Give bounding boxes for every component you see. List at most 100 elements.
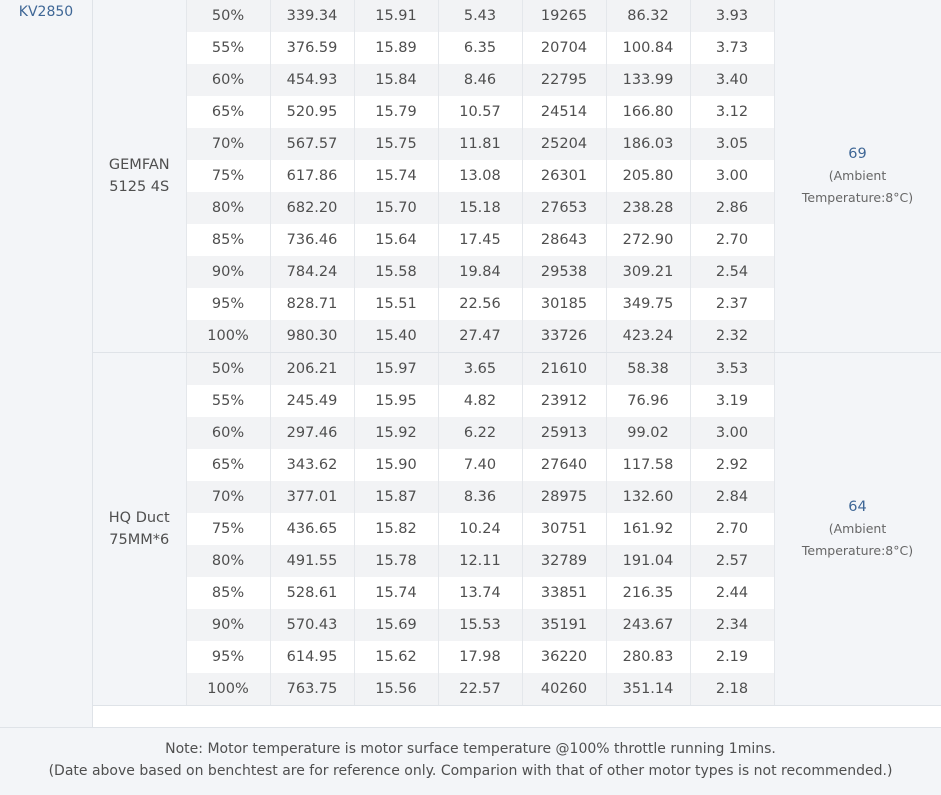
table-row: 55% 376.59 15.89 6.35 20704 100.84 3.73 <box>93 32 941 64</box>
table-cell: 980.30 <box>270 320 355 353</box>
table-cell: 349.75 <box>606 288 691 320</box>
table-cell: 8.36 <box>438 481 523 513</box>
table-cell: 65% <box>186 96 271 128</box>
table-cell: 3.40 <box>690 64 775 96</box>
table-row: HQ Duct 75MM*6 50% 206.21 15.97 3.65 21610 58.3… <box>93 352 941 706</box>
table-row: 65% 520.95 15.79 10.57 24514 166.80 3.12 <box>93 96 941 128</box>
table-cell: 6.35 <box>438 32 523 64</box>
table-cell: 784.24 <box>270 256 355 288</box>
table-cell: 3.65 <box>438 352 523 385</box>
table-cell: 99.02 <box>606 417 691 449</box>
table-cell: 280.83 <box>606 641 691 673</box>
table-cell: 2.18 <box>690 673 775 706</box>
propeller-cell: GEMFAN 5125 4S <box>93 0 187 353</box>
propeller-size: 75MM*6 <box>109 532 170 548</box>
table-cell: 15.92 <box>354 417 439 449</box>
ambient-temperature: Temperature:8°C) <box>801 543 914 558</box>
table-cell: 36220 <box>522 641 607 673</box>
table-cell: 13.74 <box>438 577 523 609</box>
table-cell: 2.37 <box>690 288 775 320</box>
table-cell: 15.84 <box>354 64 439 96</box>
table-cell: 95% <box>186 288 271 320</box>
table-cell: 436.65 <box>270 513 355 545</box>
table-cell: 30185 <box>522 288 607 320</box>
table-cell: 828.71 <box>270 288 355 320</box>
table-cell: 13.08 <box>438 160 523 192</box>
propeller-name: HQ Duct <box>108 510 170 526</box>
table-cell: 75% <box>186 513 271 545</box>
table-cell: 70% <box>186 128 271 160</box>
table-cell: 423.24 <box>606 320 691 353</box>
table-cell: 10.24 <box>438 513 523 545</box>
table-cell: 15.18 <box>438 192 523 224</box>
table-cell: 90% <box>186 256 271 288</box>
ambient-temperature: Temperature:8°C) <box>801 190 914 205</box>
table-cell: 24514 <box>522 96 607 128</box>
table-cell: 65% <box>186 449 271 481</box>
table-cell: 2.70 <box>690 513 775 545</box>
table-cell: 272.90 <box>606 224 691 256</box>
table-cell: 23912 <box>522 385 607 417</box>
table-cell: 2.19 <box>690 641 775 673</box>
ambient-label: (Ambient <box>828 168 887 183</box>
table-cell: 216.35 <box>606 577 691 609</box>
table-cell: 491.55 <box>270 545 355 577</box>
table-cell: 132.60 <box>606 481 691 513</box>
table-row: 90% 784.24 15.58 19.84 29538 309.21 2.54 <box>93 256 941 288</box>
propeller-name: GEMFAN <box>108 157 170 173</box>
table-cell: 297.46 <box>270 417 355 449</box>
temperature-cell: 64 (Ambient Temperature:8°C) <box>774 352 941 706</box>
table-row: 70% 377.01 15.87 8.36 28975 132.60 2.84 <box>93 481 941 513</box>
table-cell: 3.53 <box>690 352 775 385</box>
table-cell: 80% <box>186 545 271 577</box>
table-cell: 15.95 <box>354 385 439 417</box>
footnote-line-2: (Date above based on benchtest are for r… <box>48 763 893 779</box>
table-row: 60% 297.46 15.92 6.22 25913 99.02 3.00 <box>93 417 941 449</box>
table-cell: 3.19 <box>690 385 775 417</box>
table-cell: 8.46 <box>438 64 523 96</box>
table-cell: 186.03 <box>606 128 691 160</box>
footnote: Note: Motor temperature is motor surface… <box>0 727 941 795</box>
table-cell: 15.87 <box>354 481 439 513</box>
table-cell: 205.80 <box>606 160 691 192</box>
table-cell: 2.70 <box>690 224 775 256</box>
table-cell: 339.34 <box>270 0 355 32</box>
table-cell: 30751 <box>522 513 607 545</box>
benchtest-table: GEMFAN 5125 4S 50% 339.34 15.91 5.43 19265 86.3… <box>93 0 941 706</box>
table-cell: 4.82 <box>438 385 523 417</box>
table-cell: 133.99 <box>606 64 691 96</box>
table-row: 60% 454.93 15.84 8.46 22795 133.99 3.40 <box>93 64 941 96</box>
motor-kv-column: KV2850 <box>0 0 93 727</box>
table-cell: 238.28 <box>606 192 691 224</box>
table-cell: 20704 <box>522 32 607 64</box>
table-row: GEMFAN 5125 4S 50% 339.34 15.91 5.43 19265 86.3… <box>93 0 941 353</box>
table-cell: 22.57 <box>438 673 523 706</box>
table-cell: 520.95 <box>270 96 355 128</box>
table-cell: 75% <box>186 160 271 192</box>
table-cell: 5.43 <box>438 0 523 32</box>
table-cell: 528.61 <box>270 577 355 609</box>
table-cell: 377.01 <box>270 481 355 513</box>
table-cell: 309.21 <box>606 256 691 288</box>
ambient-label: (Ambient <box>828 521 887 536</box>
table-cell: 3.05 <box>690 128 775 160</box>
table-cell: 2.86 <box>690 192 775 224</box>
table-cell: 736.46 <box>270 224 355 256</box>
table-cell: 60% <box>186 417 271 449</box>
table-row: 70% 567.57 15.75 11.81 25204 186.03 3.05 <box>93 128 941 160</box>
table-cell: 15.53 <box>438 609 523 641</box>
table-cell: 27640 <box>522 449 607 481</box>
temperature-cell: 69 (Ambient Temperature:8°C) <box>774 0 941 353</box>
table-cell: 191.04 <box>606 545 691 577</box>
table-row: 95% 614.95 15.62 17.98 36220 280.83 2.19 <box>93 641 941 673</box>
table-row: 80% 682.20 15.70 15.18 27653 238.28 2.86 <box>93 192 941 224</box>
table-cell: 85% <box>186 224 271 256</box>
table-cell: 29538 <box>522 256 607 288</box>
table-cell: 117.58 <box>606 449 691 481</box>
table-row: 75% 436.65 15.82 10.24 30751 161.92 2.70 <box>93 513 941 545</box>
table-cell: 40260 <box>522 673 607 706</box>
table-row: 100% 980.30 15.40 27.47 33726 423.24 2.32 <box>93 320 941 353</box>
table-cell: 3.00 <box>690 417 775 449</box>
propeller-cell: HQ Duct 75MM*6 <box>93 352 187 706</box>
table-row: 90% 570.43 15.69 15.53 35191 243.67 2.34 <box>93 609 941 641</box>
